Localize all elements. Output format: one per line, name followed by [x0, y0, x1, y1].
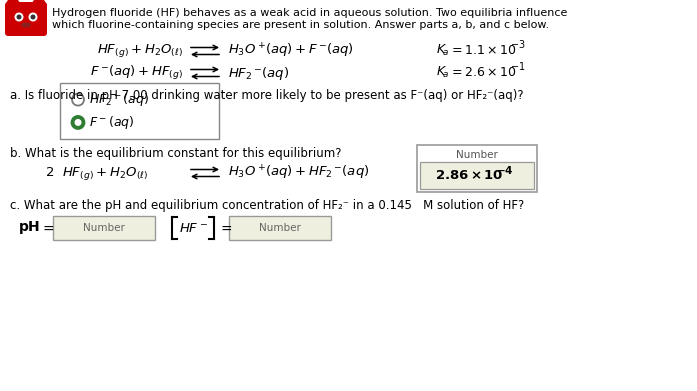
Circle shape	[32, 0, 46, 12]
Circle shape	[75, 120, 81, 125]
FancyBboxPatch shape	[53, 216, 155, 240]
Text: $=$: $=$	[40, 221, 55, 235]
Text: $-1$: $-1$	[510, 60, 526, 72]
Circle shape	[72, 116, 84, 129]
FancyBboxPatch shape	[5, 2, 47, 36]
FancyBboxPatch shape	[417, 145, 537, 192]
Text: $\mathit{HF}_{(g)}+\mathit{H_2O}_{(\ell)}$: $\mathit{HF}_{(g)}+\mathit{H_2O}_{(\ell)…	[97, 43, 183, 59]
Text: $-3$: $-3$	[510, 38, 526, 50]
Text: b. What is the equilibrium constant for this equilibrium?: b. What is the equilibrium constant for …	[10, 147, 342, 160]
Ellipse shape	[21, 23, 31, 27]
Text: $= 2.6 \times 10$: $= 2.6 \times 10$	[449, 66, 516, 79]
Text: c. What are the pH and equilibrium concentration of HF₂⁻ in a 0.145   M solution: c. What are the pH and equilibrium conce…	[10, 199, 524, 212]
FancyBboxPatch shape	[420, 162, 534, 189]
Text: $= 1.1 \times 10$: $= 1.1 \times 10$	[449, 43, 516, 57]
Text: $\mathbf{-4}$: $\mathbf{-4}$	[496, 165, 514, 176]
Circle shape	[31, 14, 36, 20]
FancyBboxPatch shape	[60, 83, 219, 139]
Text: $=$: $=$	[218, 221, 233, 235]
Circle shape	[6, 0, 20, 12]
Text: $\mathit{F}^-\mathit{(aq)}$: $\mathit{F}^-\mathit{(aq)}$	[89, 114, 135, 131]
Text: $\mathit{HF}^-$: $\mathit{HF}^-$	[179, 221, 208, 235]
Text: Number: Number	[83, 223, 125, 233]
Text: $\mathit{H_3O}^+\!\mathit{(aq)}+\mathit{HF_2}^-\!\mathit{(aq)}$: $\mathit{H_3O}^+\!\mathit{(aq)}+\mathit{…	[228, 164, 369, 182]
FancyBboxPatch shape	[229, 216, 331, 240]
Text: $\mathit{K}_{\!a}$: $\mathit{K}_{\!a}$	[436, 43, 450, 57]
Text: Number: Number	[259, 223, 301, 233]
Text: $\mathit{K}_{\!a}$: $\mathit{K}_{\!a}$	[436, 65, 450, 79]
Text: $\mathit{HF_2}^-\!\mathit{(aq)}$: $\mathit{HF_2}^-\!\mathit{(aq)}$	[228, 65, 289, 81]
Text: $\mathbf{pH}$: $\mathbf{pH}$	[18, 219, 40, 237]
Text: $2\ \ \mathit{HF}_{(g)}+\mathit{H_2O}_{(\ell)}$: $2\ \ \mathit{HF}_{(g)}+\mathit{H_2O}_{(…	[45, 165, 148, 181]
Circle shape	[15, 13, 24, 22]
Circle shape	[17, 14, 22, 20]
Text: $\mathit{H_3O}^+\!\mathit{(aq)}+\mathit{F}^-\!\mathit{(aq)}$: $\mathit{H_3O}^+\!\mathit{(aq)}+\mathit{…	[228, 42, 354, 60]
Text: which fluorine-containing species are present in solution. Answer parts a, b, an: which fluorine-containing species are pr…	[52, 20, 549, 30]
Text: Hydrogen fluoride (HF) behaves as a weak acid in aqueous solution. Two equilibri: Hydrogen fluoride (HF) behaves as a weak…	[52, 8, 567, 18]
Text: $\mathit{F}^-\!\mathit{(aq)}+\mathit{HF}_{(g)}$: $\mathit{F}^-\!\mathit{(aq)}+\mathit{HF}…	[90, 64, 183, 82]
Circle shape	[29, 13, 38, 22]
Text: Number: Number	[456, 150, 498, 160]
Text: $\mathbf{2.86 \times 10}$: $\mathbf{2.86 \times 10}$	[435, 169, 503, 182]
Text: $\mathit{HF_2}^-\mathit{(aq)}$: $\mathit{HF_2}^-\mathit{(aq)}$	[89, 91, 149, 108]
Text: a. Is fluoride in pH 7.00 drinking water more likely to be present as F⁻(aq) or : a. Is fluoride in pH 7.00 drinking water…	[10, 88, 523, 102]
